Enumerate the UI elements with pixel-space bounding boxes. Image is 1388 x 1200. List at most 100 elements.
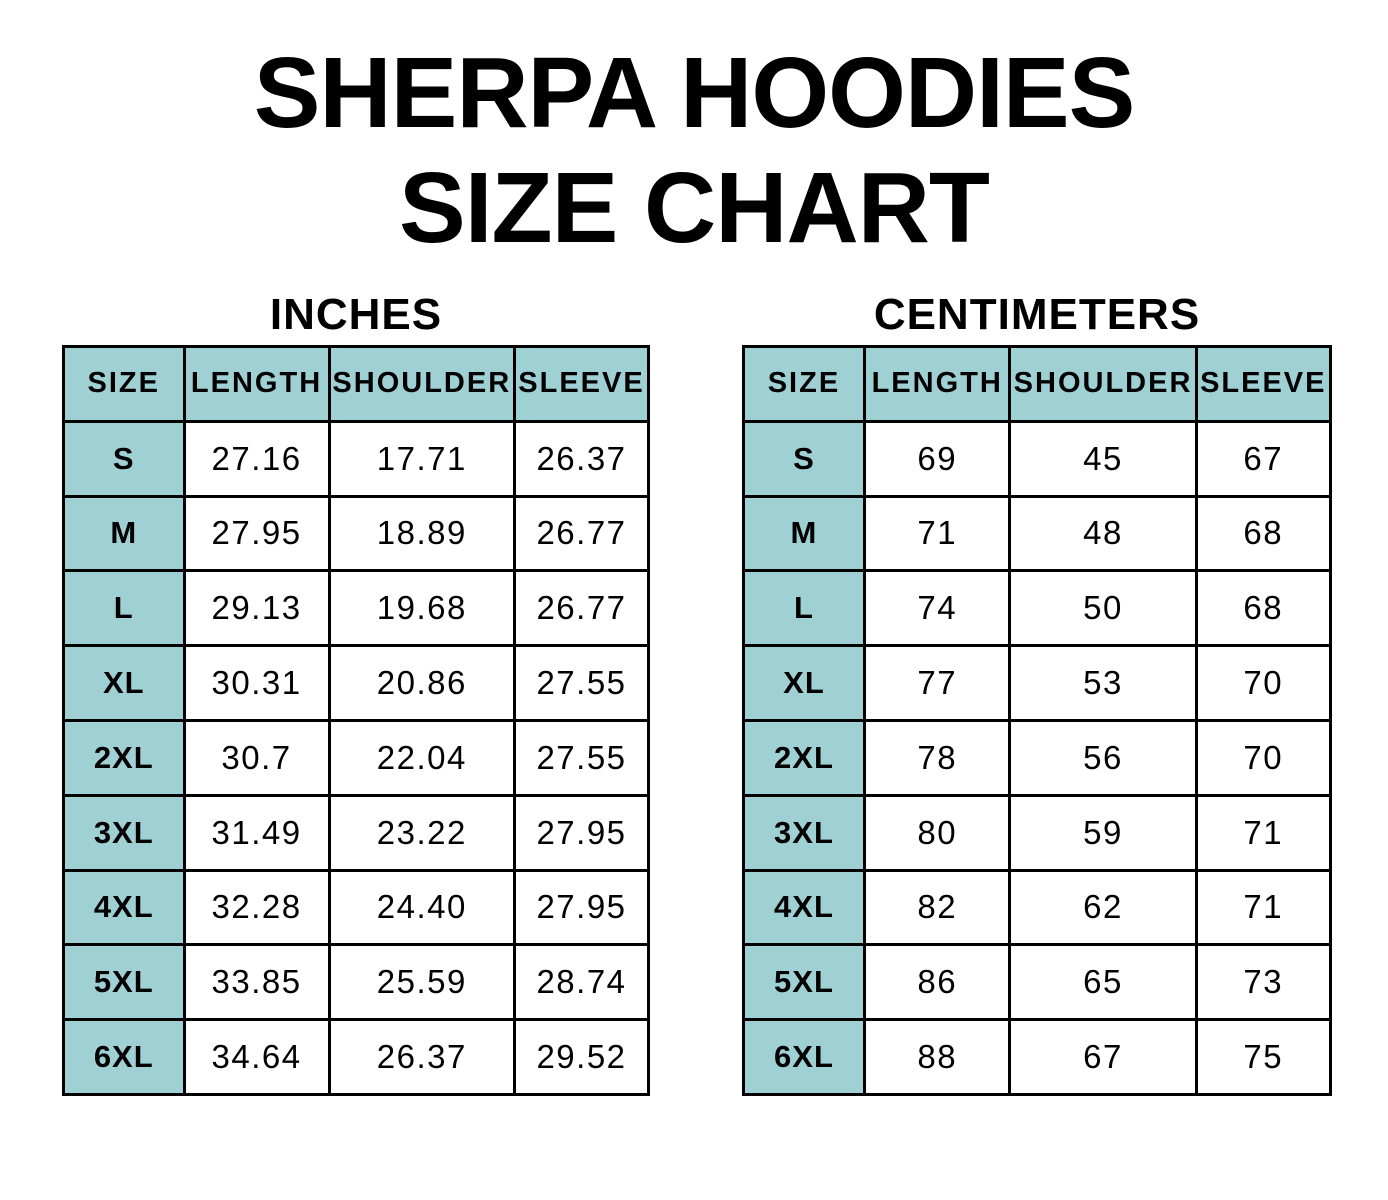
value-cell: 78 (862, 718, 1012, 797)
value-cell: 73 (1194, 943, 1333, 1022)
table-row: 5XL 86 65 73 (742, 943, 1333, 1022)
size-cell: 4XL (742, 868, 866, 947)
inches-size-table: SIZE LENGTH SHOULDER SLEEVE S 27.16 17.71 26.3… (62, 345, 650, 1096)
table-row: XL 77 53 70 (742, 644, 1333, 722)
value-cell: 26.37 (327, 1018, 517, 1096)
size-cell: 5XL (62, 943, 186, 1022)
header-row: SIZE LENGTH SHOULDER SLEEVE (62, 345, 650, 423)
value-cell: 27.55 (513, 644, 650, 722)
value-cell: 71 (1194, 868, 1333, 947)
value-cell: 33.85 (182, 943, 331, 1022)
centimeters-caption: CENTIMETERS (873, 290, 1201, 339)
value-cell: 20.86 (327, 644, 517, 722)
column-header-shoulder: SHOULDER (1008, 345, 1198, 423)
value-cell: 70 (1194, 718, 1333, 797)
value-cell: 53 (1008, 644, 1198, 722)
table-row: 2XL 78 56 70 (742, 718, 1333, 797)
value-cell: 68 (1194, 494, 1333, 573)
table-row: S 69 45 67 (742, 419, 1333, 498)
value-cell: 56 (1008, 718, 1198, 797)
centimeters-size-table: SIZE LENGTH SHOULDER SLEEVE S 69 45 67 M 71 48 68 L… (742, 345, 1333, 1096)
value-cell: 82 (862, 868, 1012, 947)
value-cell: 19.68 (327, 569, 517, 648)
table-row: M 71 48 68 (742, 494, 1333, 573)
table-row: 4XL 32.28 24.40 27.95 (62, 868, 650, 947)
value-cell: 23.22 (327, 793, 517, 872)
value-cell: 27.95 (513, 868, 650, 947)
value-cell: 70 (1194, 644, 1333, 722)
size-cell: L (62, 569, 186, 648)
value-cell: 29.52 (513, 1018, 650, 1096)
value-cell: 71 (862, 494, 1012, 573)
value-cell: 18.89 (327, 494, 517, 573)
value-cell: 24.40 (327, 868, 517, 947)
size-cell: 6XL (742, 1018, 866, 1096)
inches-caption: INCHES (269, 290, 443, 339)
inches-table-block: INCHES SIZE LENGTH SHOULDER SLEEVE S 27.16 17… (62, 290, 650, 1096)
value-cell: 27.95 (182, 494, 331, 573)
table-row: 3XL 80 59 71 (742, 793, 1333, 872)
value-cell: 67 (1008, 1018, 1198, 1096)
table-row: 2XL 30.7 22.04 27.55 (62, 718, 650, 797)
value-cell: 17.71 (327, 419, 517, 498)
value-cell: 62 (1008, 868, 1198, 947)
value-cell: 50 (1008, 569, 1198, 648)
table-row: XL 30.31 20.86 27.55 (62, 644, 650, 722)
page-title-line2: SIZE CHART (399, 152, 990, 264)
value-cell: 30.7 (182, 718, 331, 797)
header-row: SIZE LENGTH SHOULDER SLEEVE (742, 345, 1333, 423)
value-cell: 75 (1194, 1018, 1333, 1096)
column-header-length: LENGTH (182, 345, 331, 423)
value-cell: 28.74 (513, 943, 650, 1022)
size-cell: 4XL (62, 868, 186, 947)
value-cell: 48 (1008, 494, 1198, 573)
column-header-size: SIZE (62, 345, 186, 423)
table-row: 3XL 31.49 23.22 27.95 (62, 793, 650, 872)
size-cell: 5XL (742, 943, 866, 1022)
value-cell: 65 (1008, 943, 1198, 1022)
size-cell: S (62, 419, 186, 498)
value-cell: 67 (1194, 419, 1333, 498)
value-cell: 68 (1194, 569, 1333, 648)
column-header-size: SIZE (742, 345, 866, 423)
value-cell: 88 (862, 1018, 1012, 1096)
table-row: 4XL 82 62 71 (742, 868, 1333, 947)
size-cell: M (62, 494, 186, 573)
size-cell: 2XL (742, 718, 866, 797)
value-cell: 77 (862, 644, 1012, 722)
size-cell: 2XL (62, 718, 186, 797)
column-header-length: LENGTH (862, 345, 1012, 423)
page-title: SHERPA HOODIES SIZE CHART (0, 36, 1388, 266)
value-cell: 32.28 (182, 868, 331, 947)
value-cell: 25.59 (327, 943, 517, 1022)
value-cell: 74 (862, 569, 1012, 648)
value-cell: 86 (862, 943, 1012, 1022)
value-cell: 71 (1194, 793, 1333, 872)
size-cell: 3XL (62, 793, 186, 872)
table-row: L 29.13 19.68 26.77 (62, 569, 650, 648)
value-cell: 26.77 (513, 569, 650, 648)
column-header-sleeve: SLEEVE (1194, 345, 1333, 423)
centimeters-table-block: CENTIMETERS SIZE LENGTH SHOULDER SLEEVE S 69… (742, 290, 1333, 1096)
value-cell: 69 (862, 419, 1012, 498)
value-cell: 34.64 (182, 1018, 331, 1096)
column-header-sleeve: SLEEVE (513, 345, 650, 423)
value-cell: 30.31 (182, 644, 331, 722)
table-row: 6XL 34.64 26.37 29.52 (62, 1018, 650, 1096)
size-cell: M (742, 494, 866, 573)
value-cell: 31.49 (182, 793, 331, 872)
value-cell: 59 (1008, 793, 1198, 872)
table-row: 6XL 88 67 75 (742, 1018, 1333, 1096)
value-cell: 26.37 (513, 419, 650, 498)
value-cell: 27.95 (513, 793, 650, 872)
size-cell: 6XL (62, 1018, 186, 1096)
table-row: M 27.95 18.89 26.77 (62, 494, 650, 573)
value-cell: 45 (1008, 419, 1198, 498)
table-row: S 27.16 17.71 26.37 (62, 419, 650, 498)
column-header-shoulder: SHOULDER (327, 345, 517, 423)
value-cell: 29.13 (182, 569, 331, 648)
size-cell: S (742, 419, 866, 498)
value-cell: 27.16 (182, 419, 331, 498)
value-cell: 26.77 (513, 494, 650, 573)
